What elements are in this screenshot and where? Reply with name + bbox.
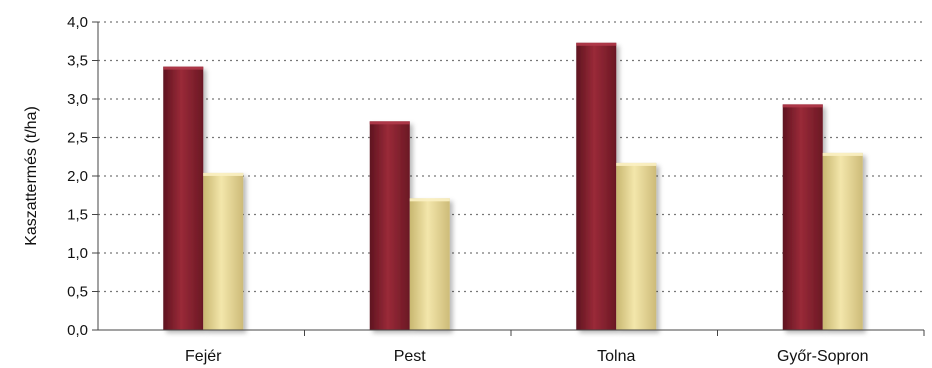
bar-top-highlight [616, 162, 657, 166]
x-axis: Fejér Pest Tolna Győr-Sopron [98, 329, 925, 365]
bar-top-highlight [782, 104, 823, 108]
bar-series-2 [822, 152, 863, 330]
x-tick-label: Győr-Sopron [777, 348, 869, 365]
bar-series-1 [576, 42, 617, 330]
y-tick-label: 1,0 [67, 245, 88, 262]
x-tick-label: Fejér [185, 348, 222, 365]
y-tick-label: 0,5 [67, 284, 88, 301]
bars [163, 42, 863, 330]
y-axis: 0,0 0,5 1,0 1,5 2,0 2,5 3,0 3,5 4,0 [67, 14, 99, 339]
y-tick-label: 3,0 [67, 91, 88, 108]
bar-top-highlight [409, 198, 450, 202]
bar-series-2 [616, 162, 657, 330]
y-axis-title: Kaszattermés (t/ha) [23, 106, 40, 246]
y-tick-label: 4,0 [67, 14, 88, 31]
y-tick-label: 3,5 [67, 53, 88, 70]
y-tick-label: 2,5 [67, 130, 88, 147]
x-tick-label: Pest [394, 348, 427, 365]
x-tick-label: Tolna [597, 348, 635, 365]
bar-top-highlight [203, 172, 244, 176]
y-tick-label: 2,0 [67, 168, 88, 185]
bar-top-highlight [822, 152, 863, 156]
bar-series-1 [782, 104, 823, 330]
bar-series-2 [409, 198, 450, 330]
bar-series-2 [203, 172, 244, 330]
y-tick-label: 0,0 [67, 322, 88, 339]
bar-series-1 [369, 121, 410, 330]
bar-top-highlight [369, 121, 410, 125]
y-tick-label: 1,5 [67, 207, 88, 224]
bar-top-highlight [163, 66, 204, 70]
bar-series-1 [163, 66, 204, 330]
bar-top-highlight [576, 42, 617, 46]
